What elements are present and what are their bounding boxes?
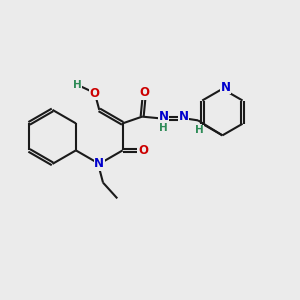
Text: O: O (90, 86, 100, 100)
Text: H: H (73, 80, 82, 90)
Text: N: N (158, 110, 169, 123)
Text: N: N (179, 110, 189, 123)
Text: O: O (138, 144, 148, 157)
Text: N: N (220, 81, 230, 94)
Text: N: N (94, 158, 104, 170)
Text: H: H (159, 123, 168, 133)
Text: O: O (139, 86, 149, 99)
Text: H: H (195, 125, 204, 135)
